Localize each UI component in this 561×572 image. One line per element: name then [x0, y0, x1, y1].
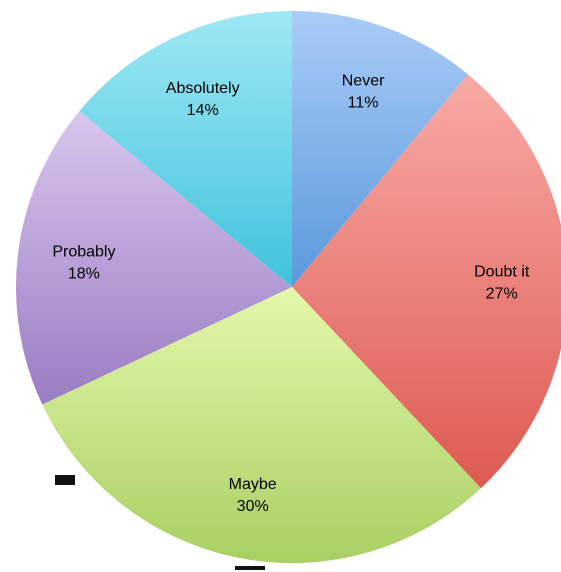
pie-slice-doubt-it [292, 74, 561, 489]
slice-label-name: Probably [52, 244, 115, 261]
slice-label-maybe: Maybe 30% [229, 476, 277, 515]
pie-labels: Never 11% Doubt it 27% Maybe 30% Probably 18% Ab… [52, 73, 530, 515]
slice-label-name: Maybe [229, 476, 277, 493]
pie-slices [16, 11, 561, 564]
pie-slice-absolutely [79, 11, 292, 287]
slice-label-percent: 27% [486, 285, 518, 302]
slice-label-probably: Probably 18% [52, 244, 115, 283]
slice-label-name: Never [342, 73, 385, 90]
slice-label-name: Absolutely [166, 80, 240, 97]
pie-slice-never [292, 11, 468, 287]
slice-label-name: Doubt it [474, 263, 530, 280]
slice-label-never: Never 11% [342, 73, 385, 112]
slice-label-percent: 18% [68, 266, 100, 283]
scan-artifact [235, 566, 265, 570]
slice-label-absolutely: Absolutely 14% [166, 80, 240, 119]
slice-label-percent: 11% [348, 95, 379, 112]
scan-artifact [55, 475, 75, 485]
slice-label-percent: 14% [187, 102, 219, 119]
slice-label-percent: 30% [237, 498, 269, 515]
pie-slice-maybe [42, 287, 481, 564]
pie-slice-probably [16, 111, 293, 405]
slice-label-doubt-it: Doubt it 27% [474, 263, 530, 302]
